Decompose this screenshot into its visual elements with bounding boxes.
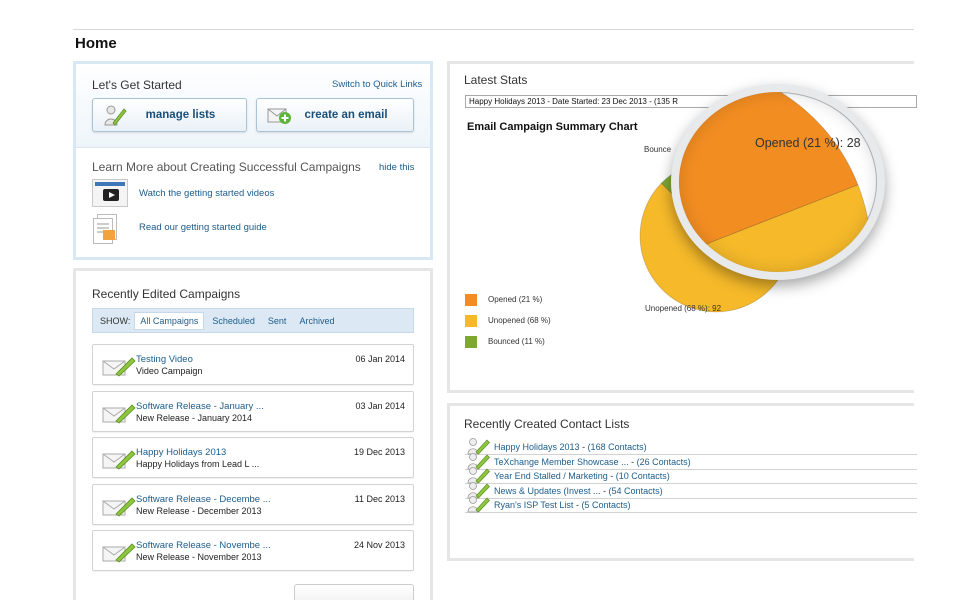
contact-count[interactable]: (54 Contacts) xyxy=(608,485,663,496)
campaign-row[interactable]: Software Release - Decembe ... New Releas… xyxy=(92,483,414,525)
show-label: SHOW: xyxy=(100,315,131,326)
campaign-subject: New Release - December 2013 xyxy=(136,505,262,516)
campaign-date: 06 Jan 2014 xyxy=(355,354,405,364)
campaign-name[interactable]: Testing Video xyxy=(136,354,193,365)
create-email-button[interactable]: create an email xyxy=(256,98,414,132)
campaign-row[interactable]: Testing Video Video Campaign 06 Jan 2014 xyxy=(92,344,414,385)
campaign-row[interactable]: Software Release - January ... New Releas… xyxy=(92,390,414,432)
tab-archived[interactable]: Archived xyxy=(299,315,335,326)
contact-count[interactable]: (5 Contacts) xyxy=(581,500,631,510)
contact-list-name[interactable]: News & Updates (Invest ... xyxy=(494,485,601,496)
legend-label: Unopened (68 %) xyxy=(488,316,551,325)
contact-list-row[interactable]: News & Updates (Invest ... - (54 Contact… xyxy=(465,481,917,499)
tab-scheduled[interactable]: Scheduled xyxy=(212,315,255,326)
play-icon xyxy=(103,189,119,201)
contact-count[interactable]: (10 Contacts) xyxy=(615,471,670,481)
legend-label: Opened (21 %) xyxy=(488,295,543,304)
guide-document-icon xyxy=(93,214,121,246)
pie-label-bounced: Bounce xyxy=(644,145,672,154)
contact-list-row[interactable]: Happy Holidays 2013 - (168 Contacts) xyxy=(465,438,917,455)
campaign-row[interactable]: Software Release - Novembe ... New Releas… xyxy=(92,530,414,571)
contact-lists-title: Recently Created Contact Lists xyxy=(464,417,630,431)
getting-started-guide-link[interactable]: Read our getting started guide xyxy=(139,222,267,233)
legend-label: Bounced (11 %) xyxy=(488,337,545,346)
pie-slice-unopened[interactable] xyxy=(671,122,872,280)
pie-slice-bounced[interactable] xyxy=(671,84,682,256)
contact-list-row[interactable]: TeXchange Member Showcase ... - (26 Cont… xyxy=(465,452,917,470)
campaign-name[interactable]: Software Release - Decembe ... xyxy=(136,493,271,505)
pie-label-unopened: Unopened (68 %): 92 xyxy=(645,304,722,313)
campaign-subject: New Release - January 2014 xyxy=(136,412,253,423)
campaign-name[interactable]: Happy Holidays 2013 xyxy=(136,447,227,458)
campaign-date: 11 Dec 2013 xyxy=(354,493,405,504)
recently-edited-campaigns-panel: Recently Edited Campaigns SHOW: All Camp… xyxy=(73,268,433,600)
campaign-subject: New Release - November 2013 xyxy=(136,552,262,562)
campaign-date: 19 Dec 2013 xyxy=(353,447,405,457)
legend-swatch xyxy=(465,315,477,327)
manage-lists-button[interactable]: manage lists xyxy=(92,98,247,132)
campaign-name[interactable]: Software Release - Novembe ... xyxy=(136,540,271,551)
contact-list-name[interactable]: Year End Stalled / Marketing xyxy=(494,471,608,481)
contact-list-icon xyxy=(104,105,127,126)
magnifier-lens: Opened (21 %): 28 xyxy=(671,84,885,280)
contact-count[interactable]: (168 Contacts) xyxy=(587,442,647,452)
envelope-add-icon xyxy=(267,108,291,124)
email-campaign-icon xyxy=(102,357,136,377)
recently-edited-title: Recently Edited Campaigns xyxy=(92,287,241,301)
campaign-subject: Happy Holidays from Lead L ... xyxy=(136,459,260,469)
tab-all-campaigns[interactable]: All Campaigns xyxy=(134,311,205,330)
contact-list-icon xyxy=(467,438,490,455)
email-campaign-icon xyxy=(102,403,136,424)
magnified-opened-label: Opened (21 %): 28 xyxy=(755,136,861,150)
campaign-row[interactable]: Happy Holidays 2013 Happy Holidays from L… xyxy=(92,437,414,478)
magnified-pie-chart xyxy=(671,84,872,280)
tab-sent[interactable]: Sent xyxy=(267,315,287,326)
page-title: Home xyxy=(75,35,117,52)
latest-stats-title: Latest Stats xyxy=(464,73,528,87)
chart-title: Email Campaign Summary Chart xyxy=(467,121,638,133)
campaign-subject: Video Campaign xyxy=(136,366,203,376)
email-campaign-icon xyxy=(102,543,136,563)
manage-lists-label: manage lists xyxy=(145,109,216,121)
contact-list-row[interactable]: Ryan's ISP Test List - (5 Contacts) xyxy=(465,496,917,513)
getting-started-videos-link[interactable]: Watch the getting started videos xyxy=(139,188,275,199)
campaign-date: 03 Jan 2014 xyxy=(355,400,405,411)
contact-list-name[interactable]: TeXchange Member Showcase ... xyxy=(494,456,629,467)
contact-list-name[interactable]: Happy Holidays 2013 xyxy=(494,442,580,452)
pie-slice-opened[interactable] xyxy=(671,84,859,255)
getting-started-panel: Let's Get Started Switch to Quick Links … xyxy=(73,61,433,260)
top-divider xyxy=(73,29,914,30)
email-campaign-icon xyxy=(102,496,136,517)
create-email-label: create an email xyxy=(304,109,388,121)
getting-started-title: Let's Get Started xyxy=(92,78,182,92)
campaign-name[interactable]: Software Release - January ... xyxy=(136,400,264,412)
contact-list-icon xyxy=(467,452,490,469)
contact-list-name[interactable]: Ryan's ISP Test List xyxy=(494,500,574,510)
video-thumbnail[interactable] xyxy=(92,179,128,207)
legend-swatch xyxy=(465,294,477,306)
campaign-date: 24 Nov 2013 xyxy=(353,540,405,550)
contact-list-icon xyxy=(467,467,490,484)
campaign-filter-bar: SHOW: All Campaigns Scheduled Sent Archi… xyxy=(92,308,414,333)
view-all-campaigns-button[interactable] xyxy=(294,584,414,600)
switch-to-quick-links-link[interactable]: Switch to Quick Links xyxy=(332,79,423,90)
email-campaign-icon xyxy=(102,450,136,470)
contact-list-icon xyxy=(467,496,490,513)
legend-swatch xyxy=(465,336,477,348)
contact-list-icon xyxy=(467,481,490,498)
learn-more-title: Learn More about Creating Successful Cam… xyxy=(92,160,361,174)
contact-list-row[interactable]: Year End Stalled / Marketing - (10 Conta… xyxy=(465,467,917,484)
contact-count[interactable]: (26 Contacts) xyxy=(636,456,691,467)
hide-this-link[interactable]: hide this xyxy=(379,162,415,173)
recently-created-contact-lists-panel: Recently Created Contact Lists Happy Hol… xyxy=(447,403,917,561)
